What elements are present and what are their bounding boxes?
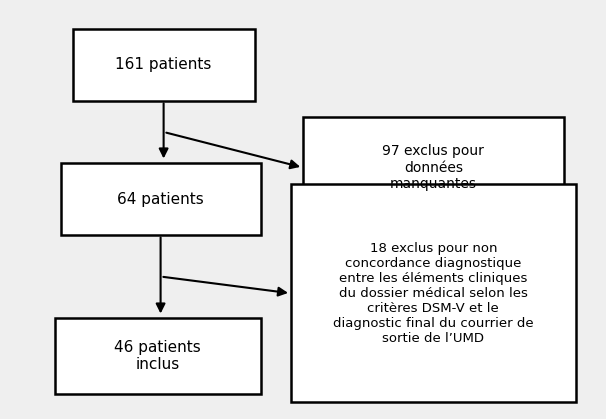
FancyBboxPatch shape [55,318,261,394]
FancyBboxPatch shape [291,184,576,402]
FancyBboxPatch shape [303,117,564,218]
Text: 97 exclus pour
données
manquantes: 97 exclus pour données manquantes [382,145,484,191]
Text: 46 patients
inclus: 46 patients inclus [114,340,201,372]
Text: 18 exclus pour non
concordance diagnostique
entre les éléments cliniques
du doss: 18 exclus pour non concordance diagnosti… [333,242,534,345]
FancyBboxPatch shape [61,163,261,235]
Text: 64 patients: 64 patients [117,191,204,207]
Text: 161 patients: 161 patients [115,57,212,72]
FancyBboxPatch shape [73,29,255,101]
